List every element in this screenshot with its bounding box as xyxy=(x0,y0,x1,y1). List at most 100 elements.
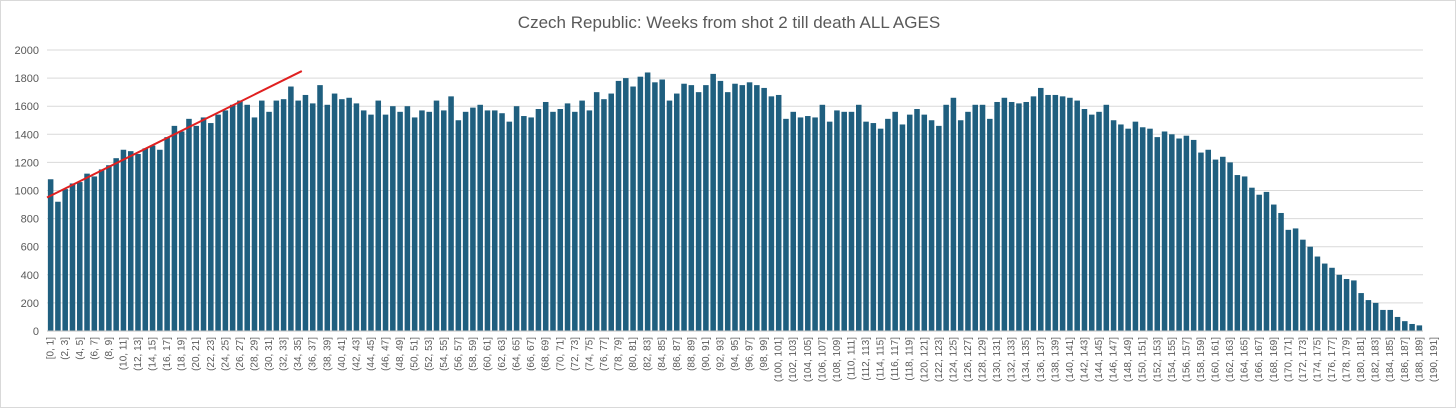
x-tick-label: (18, 19] xyxy=(177,337,188,371)
bar xyxy=(55,201,61,331)
bar xyxy=(470,107,476,331)
bar xyxy=(200,117,207,331)
bar xyxy=(848,111,855,331)
x-tick-label: (28, 29] xyxy=(249,337,260,371)
bar xyxy=(950,97,957,332)
bar xyxy=(1394,316,1401,331)
bar xyxy=(943,104,949,331)
bar xyxy=(76,182,83,331)
x-tick-label: (126, 127] xyxy=(963,337,974,382)
x-tick-label: (10, 11] xyxy=(118,337,129,370)
bar xyxy=(936,125,942,332)
x-tick-label: (114, 115] xyxy=(876,337,887,381)
x-tick-label: (78, 79] xyxy=(614,337,625,371)
bar xyxy=(1183,135,1190,331)
x-tick-label: (40, 41] xyxy=(337,337,348,371)
bar xyxy=(1263,191,1270,331)
bar xyxy=(1212,159,1219,331)
bar xyxy=(812,117,818,331)
x-tick-label: (112, 113] xyxy=(861,337,872,381)
bar xyxy=(1125,128,1131,331)
x-tick-label: (136, 137] xyxy=(1036,337,1047,382)
bar xyxy=(1241,176,1248,331)
bar xyxy=(593,92,600,332)
bar xyxy=(1045,94,1051,332)
bar xyxy=(972,104,979,331)
x-tick-label: (36, 37] xyxy=(308,337,319,371)
x-tick-label: (30, 31] xyxy=(264,337,275,371)
x-tick-label: (88, 89] xyxy=(686,337,697,371)
x-tick-label: (188, 189] xyxy=(1414,337,1425,382)
bar xyxy=(317,85,323,331)
x-tick-label: (150, 151] xyxy=(1138,337,1149,382)
bar xyxy=(259,100,265,331)
x-tick-label: (58, 59] xyxy=(468,337,479,371)
bar xyxy=(834,110,840,331)
bar xyxy=(1343,279,1350,331)
y-tick-label: 1800 xyxy=(15,73,39,85)
x-tick-label: (148, 149] xyxy=(1123,337,1134,382)
bar xyxy=(1321,263,1328,331)
bar xyxy=(1307,246,1313,331)
x-tick-label: (24, 25] xyxy=(220,337,231,371)
bar xyxy=(127,151,134,331)
bar xyxy=(273,100,280,331)
bar xyxy=(892,111,898,331)
bar xyxy=(615,80,622,331)
x-tick-label: (134, 135] xyxy=(1021,337,1032,382)
bar xyxy=(1285,229,1292,331)
x-tick-label: (130, 131] xyxy=(992,337,1003,382)
bar xyxy=(1358,293,1364,331)
bar xyxy=(521,116,527,331)
bar xyxy=(506,121,513,331)
bar xyxy=(761,87,767,331)
x-tick-label: (138, 139] xyxy=(1050,337,1061,382)
bar xyxy=(754,85,760,331)
bar xyxy=(157,149,163,331)
bar xyxy=(491,110,498,331)
bar xyxy=(135,153,141,331)
bar xyxy=(863,121,869,331)
x-tick-label: (160, 161] xyxy=(1211,337,1222,382)
x-tick-label: (184, 185] xyxy=(1385,337,1396,382)
bar xyxy=(1001,97,1008,332)
bar xyxy=(1023,101,1029,331)
bar xyxy=(251,117,258,331)
x-tick-label: (132, 133] xyxy=(1007,337,1018,382)
bar xyxy=(746,82,753,331)
bar xyxy=(360,110,367,331)
x-tick-label: (6, 7] xyxy=(89,337,100,360)
x-tick-label: (124, 125] xyxy=(948,337,959,382)
x-tick-label: (92, 93] xyxy=(715,337,726,371)
bar xyxy=(1016,103,1022,331)
bar xyxy=(717,80,724,331)
bar xyxy=(455,120,462,331)
bar xyxy=(994,101,1000,331)
x-tick-label: (122, 123] xyxy=(934,337,945,382)
x-tick-label: (32, 33] xyxy=(279,337,290,371)
bar xyxy=(91,176,98,331)
bar xyxy=(302,94,309,332)
x-tick-label: (4, 5] xyxy=(75,337,86,360)
bar xyxy=(550,111,556,331)
x-tick-label: (42, 43] xyxy=(351,337,362,371)
x-tick-label: (34, 35] xyxy=(293,337,304,371)
bar xyxy=(644,72,651,331)
x-tick-label: (74, 75] xyxy=(584,337,595,371)
trend-line xyxy=(46,70,303,199)
bar xyxy=(856,104,862,331)
bar xyxy=(1220,156,1226,331)
bar xyxy=(295,100,301,331)
bar xyxy=(841,111,847,331)
bar xyxy=(797,117,804,331)
x-tick-label: (146, 147] xyxy=(1109,337,1120,382)
x-tick-label: (154, 155] xyxy=(1167,337,1178,382)
y-tick-label: 1200 xyxy=(15,157,39,169)
x-tick-label: (72, 73] xyxy=(570,337,581,371)
bar xyxy=(164,137,170,331)
bar xyxy=(906,114,913,331)
y-tick-label: 0 xyxy=(33,326,39,338)
bar xyxy=(382,114,389,331)
x-tick-label: (106, 107] xyxy=(817,337,828,382)
bar xyxy=(331,93,338,332)
